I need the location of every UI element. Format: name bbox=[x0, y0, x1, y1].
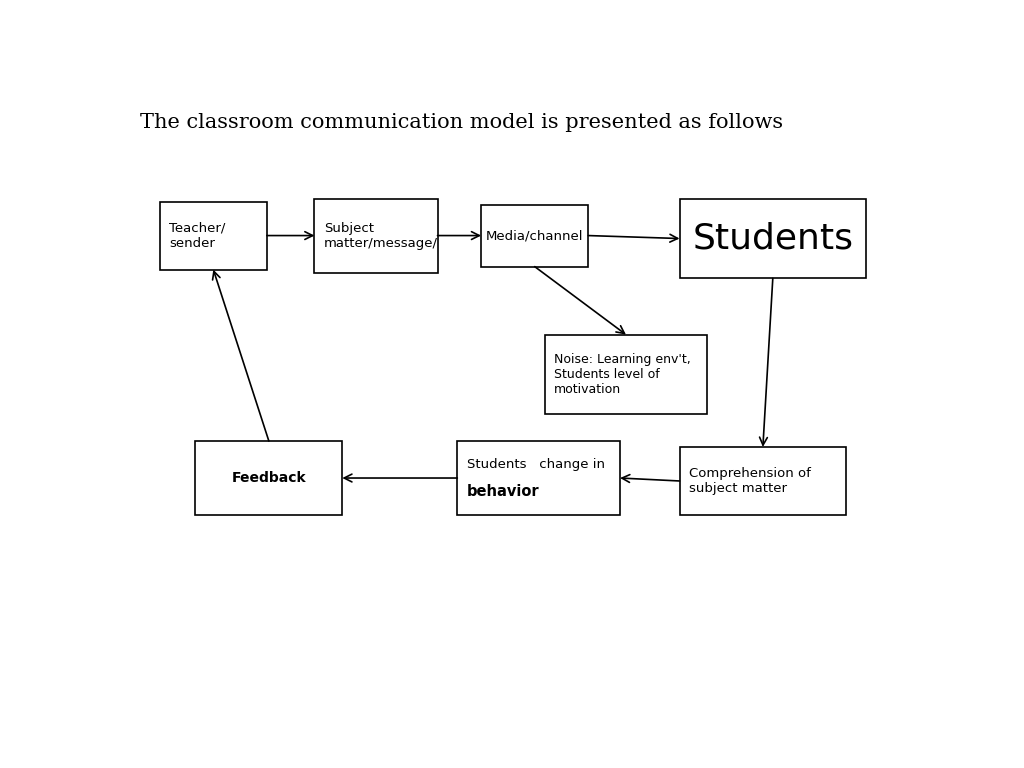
FancyBboxPatch shape bbox=[545, 335, 708, 415]
FancyBboxPatch shape bbox=[481, 204, 588, 266]
FancyBboxPatch shape bbox=[196, 441, 342, 515]
Text: Students   change in: Students change in bbox=[467, 458, 605, 471]
FancyBboxPatch shape bbox=[680, 199, 866, 279]
FancyBboxPatch shape bbox=[458, 441, 620, 515]
Text: Subject
matter/message/: Subject matter/message/ bbox=[324, 221, 438, 250]
FancyBboxPatch shape bbox=[160, 201, 267, 270]
Text: Students: Students bbox=[692, 221, 853, 256]
Text: The classroom communication model is presented as follows: The classroom communication model is pre… bbox=[140, 113, 783, 132]
Text: Noise: Learning env't,
Students level of
motivation: Noise: Learning env't, Students level of… bbox=[554, 353, 691, 396]
FancyBboxPatch shape bbox=[314, 199, 437, 273]
Text: Comprehension of
subject matter: Comprehension of subject matter bbox=[689, 467, 811, 495]
Text: Teacher/
sender: Teacher/ sender bbox=[169, 221, 225, 250]
FancyBboxPatch shape bbox=[680, 447, 846, 515]
Text: Media/channel: Media/channel bbox=[486, 229, 584, 242]
Text: Feedback: Feedback bbox=[231, 471, 306, 485]
Text: behavior: behavior bbox=[467, 484, 540, 499]
